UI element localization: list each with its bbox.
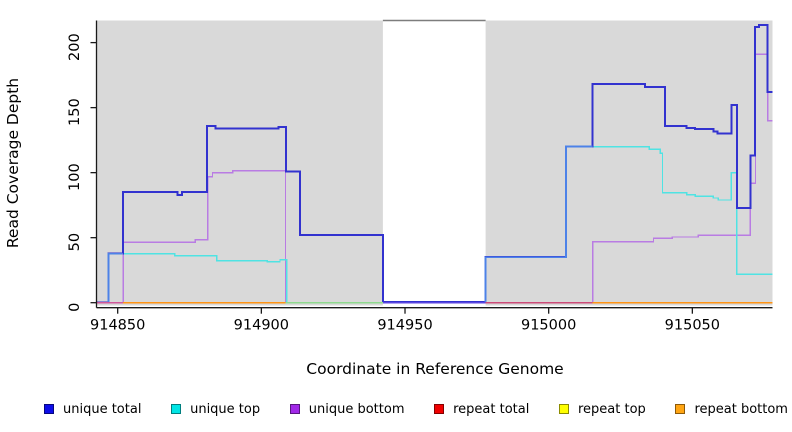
legend-label: repeat total (453, 401, 530, 417)
x-tick-label: 914950 (377, 318, 432, 334)
series-unique-bottom (97, 53, 773, 304)
x-tick-label: 915050 (665, 318, 720, 334)
legend-swatch-repeat-bottom (675, 404, 686, 414)
x-tick-label: 914850 (90, 318, 145, 334)
y-axis-title: Read Coverage Depth (4, 78, 22, 248)
legend-swatch-repeat-top (559, 404, 569, 414)
legend-label: unique top (190, 401, 261, 417)
series-unique-total (97, 24, 773, 304)
legend-label: unique bottom (308, 401, 405, 417)
x-axis-title: Coordinate in Reference Genome (306, 360, 563, 378)
shaded-region (97, 20, 383, 306)
legend-item-repeat-top: repeat top (559, 402, 646, 417)
legend-label: repeat top (578, 401, 646, 417)
legend-item-unique-top: unique top (171, 402, 260, 417)
series-overlap-segment (484, 145, 593, 303)
y-tick-label: 50 (67, 233, 83, 251)
x-tick-label: 914900 (234, 318, 289, 334)
y-tick-label: 200 (67, 33, 83, 61)
y-tick-label: 0 (67, 303, 83, 312)
y-tick-label: 150 (67, 98, 83, 126)
legend: unique total unique top unique bottom re… (44, 399, 788, 419)
y-tick-label: 100 (67, 163, 83, 191)
x-tick-label: 915000 (521, 318, 576, 334)
series-unique-top (97, 145, 773, 304)
legend-label: repeat bottom (694, 401, 788, 417)
series-overlap-segment (107, 252, 124, 303)
legend-item-unique-bottom: unique bottom (289, 401, 405, 417)
legend-swatch-repeat-total (434, 404, 445, 414)
legend-item-repeat-total: repeat total (434, 402, 529, 417)
shaded-region (485, 20, 773, 306)
legend-item-unique-total: unique total (44, 402, 141, 417)
legend-label: unique total (63, 401, 142, 417)
legend-item-repeat-bottom: repeat bottom (675, 402, 788, 417)
legend-swatch-unique-bottom (289, 404, 300, 414)
legend-swatch-unique-total (44, 404, 54, 414)
legend-swatch-unique-top (171, 404, 182, 414)
